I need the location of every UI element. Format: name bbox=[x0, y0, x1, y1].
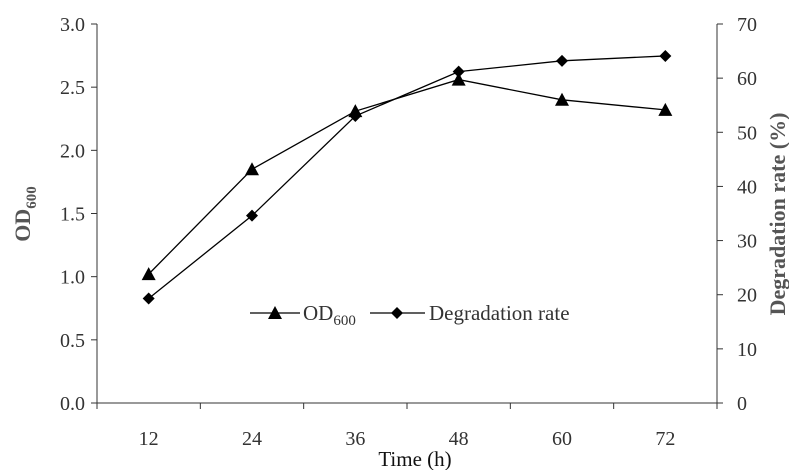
series-line-od600 bbox=[148, 78, 666, 275]
legend-marker-triangle bbox=[268, 306, 282, 319]
y2-tick-label: 20 bbox=[737, 285, 757, 307]
legend-item-degradation: Degradation rate bbox=[370, 301, 570, 325]
y-tick-label: 2.0 bbox=[60, 140, 85, 162]
y2-tick-label: 30 bbox=[737, 231, 757, 253]
data-point-od600 bbox=[245, 162, 259, 176]
data-point-degradation-rate bbox=[556, 54, 568, 67]
x-tick-label: 60 bbox=[552, 428, 572, 450]
data-point-degradation-rate bbox=[452, 65, 465, 78]
y-tick-label: 1.0 bbox=[60, 267, 85, 289]
series-line-degradation-rate bbox=[148, 55, 666, 300]
y-axis-title: OD600 bbox=[10, 186, 40, 242]
legend-label-od600: OD600 bbox=[303, 301, 356, 329]
data-point-degradation-rate bbox=[659, 49, 672, 62]
legend-item-od600: OD600 bbox=[250, 301, 356, 329]
data-point-od600 bbox=[141, 267, 156, 281]
data-point-od600 bbox=[658, 102, 673, 116]
x-tick-label: 36 bbox=[345, 428, 365, 450]
y-tick-label: 1.5 bbox=[60, 204, 85, 226]
data-point-degradation-rate bbox=[349, 110, 362, 123]
axes bbox=[91, 23, 723, 409]
y2-axis-title: Degradation rate (%) bbox=[765, 113, 789, 316]
x-tick-label: 24 bbox=[242, 428, 262, 450]
data-point-od600 bbox=[451, 72, 466, 86]
y-tick-label: 0.0 bbox=[60, 393, 85, 415]
y2-tick-label: 0 bbox=[737, 393, 747, 415]
tick-labels: 0.0 0.5 1.0 1.5 2.0 2.5 3.0 0 10 20 30 40 50 60 70 12 24… bbox=[60, 14, 757, 450]
y2-tick-label: 60 bbox=[737, 68, 757, 90]
legend: OD600 Degradation rate bbox=[250, 301, 570, 329]
x-axis-title: Time (h) bbox=[378, 447, 451, 470]
legend-marker-diamond bbox=[391, 307, 403, 319]
y2-tick-label: 50 bbox=[737, 122, 757, 144]
y-tick-label: 2.5 bbox=[60, 77, 85, 99]
series-layer bbox=[141, 49, 673, 305]
x-tick-label: 12 bbox=[139, 428, 159, 450]
data-point-degradation-rate bbox=[246, 209, 258, 222]
y-tick-label: 0.5 bbox=[60, 330, 85, 352]
x-tick-label: 48 bbox=[449, 428, 469, 450]
data-point-degradation-rate bbox=[142, 292, 155, 305]
data-point-od600 bbox=[555, 92, 569, 106]
y2-tick-label: 70 bbox=[737, 14, 757, 36]
y2-tick-label: 40 bbox=[737, 176, 757, 198]
y2-tick-label: 10 bbox=[737, 339, 757, 361]
x-tick-label: 72 bbox=[655, 428, 675, 450]
legend-label-degradation: Degradation rate bbox=[429, 301, 570, 325]
y-tick-label: 3.0 bbox=[60, 14, 85, 36]
